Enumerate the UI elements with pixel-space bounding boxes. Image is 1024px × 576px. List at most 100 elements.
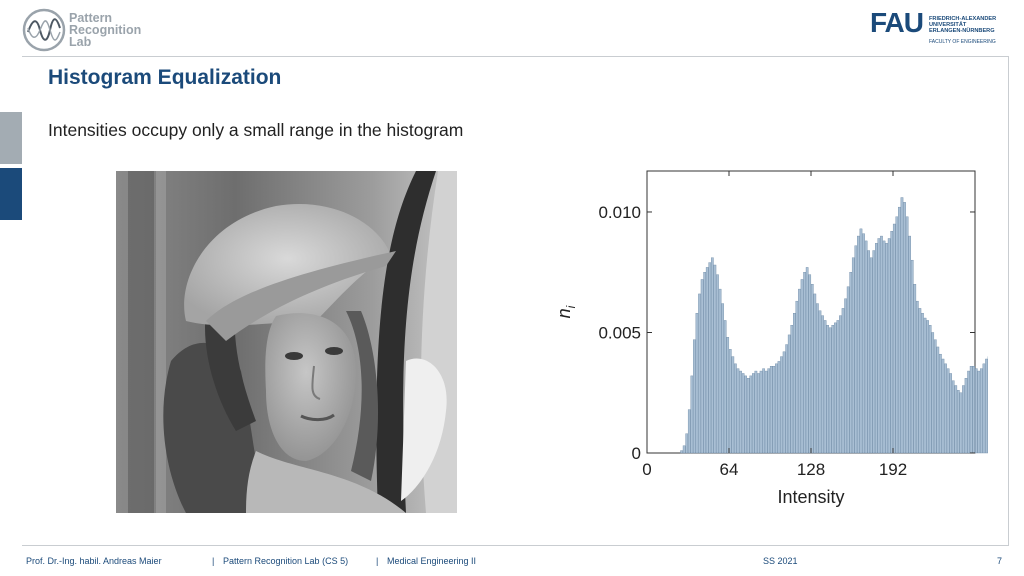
histogram-bar [726,337,730,454]
histogram-bar [985,358,988,454]
histogram-bar [885,243,888,454]
histogram-bar [908,235,911,454]
histogram-bar [875,243,878,454]
histogram-bar [849,272,853,454]
histogram-bar [703,272,706,454]
histogram-bar [793,313,796,454]
x-axis-ticks: 0 64 128 192 [642,171,907,479]
histogram-bar [851,257,855,454]
fau-line-3: ERLANGEN-NÜRNBERG [929,28,995,34]
x-tick-label: 0 [642,460,651,479]
histogram-bar [816,303,819,454]
histogram-bar [867,250,870,454]
histogram-bar [757,373,760,454]
logo-line-3: Lab [69,35,92,49]
histogram-bar [790,325,794,454]
histogram-bar [859,228,863,454]
histogram-bar [844,298,847,454]
histogram-bar [795,300,799,454]
histogram-bar [944,363,947,454]
pattern-lab-logo-icon [22,8,66,52]
histogram-bar [954,385,958,454]
histogram-bar [872,250,876,454]
histogram-bar [716,274,719,454]
histogram-bar [711,257,714,454]
histogram-bar [754,370,758,454]
histogram-bar [744,375,747,454]
y-tick-label: 0 [632,444,641,463]
histogram-bar [705,267,709,454]
histogram-bar [834,322,837,454]
histogram-bar [800,279,804,454]
histogram-bar [680,450,683,454]
histogram-bar [700,279,704,454]
histogram-bar [962,385,965,454]
histogram-bar [846,286,850,454]
histogram-bar [708,262,712,454]
histogram-bar [821,315,824,454]
histogram-bar [805,267,809,454]
fau-logo: FAU FRIEDRICH-ALEXANDER UNIVERSITÄT ERLA… [870,9,1005,46]
histogram-bar [780,356,783,454]
histogram-bar [933,339,937,454]
histogram-bar [764,370,768,454]
histogram-bar [798,288,801,454]
histogram-bar [931,332,935,454]
histogram-bar [831,325,835,454]
slide-frame-bottom [22,545,1008,546]
histogram-bar [746,378,750,454]
lena-photo [116,171,457,513]
footer-term: SS 2021 [763,556,798,566]
histogram-bar [977,370,981,454]
header-divider [22,56,1008,57]
x-tick-label: 128 [797,460,825,479]
histogram-bar [734,363,737,454]
pattern-lab-logo-text: Pattern Recognition Lab [69,12,142,49]
histogram-bar [836,320,840,454]
footer-lab: Pattern Recognition Lab (CS 5) [223,556,349,566]
histogram-bar [826,325,829,454]
histogram-bar [772,366,776,454]
histogram-bar [718,288,722,454]
intensity-histogram-chart: 0 64 128 192 0 0.005 0.010 Intensity ni [554,170,988,507]
histogram-bar [936,346,940,454]
histogram-bar [808,274,812,454]
logo-line-2: Recognition [69,23,142,37]
histogram-bar [882,240,886,454]
histogram-bar [769,366,773,454]
histogram-bar [857,235,860,454]
histogram-bar [841,308,845,454]
histogram-bar [921,313,924,454]
histogram-bar [939,353,942,454]
histogram-bar [854,245,858,454]
histogram-bar [739,370,742,454]
histogram-bar [787,334,791,454]
side-marker-grey [0,112,22,164]
fau-university-name: FRIEDRICH-ALEXANDER UNIVERSITÄT ERLANGEN… [929,16,996,34]
histogram-bar [690,375,694,454]
footer-author: Prof. Dr.-Ing. habil. Andreas Maier [26,556,162,566]
histogram-bar [693,339,696,454]
histogram-bar [731,356,735,454]
histogram-bar [698,293,701,454]
histogram-bar [967,370,970,454]
y-axis-label: ni [554,305,578,318]
histogram-bar [869,257,873,454]
fau-line-1: FRIEDRICH-ALEXANDER [929,16,997,22]
histogram-bar [767,368,771,454]
histogram-bar [974,368,978,454]
y-tick-label: 0.010 [598,203,641,222]
footer-course: Medical Engineering II [387,556,477,566]
x-tick-label: 64 [720,460,739,479]
histogram-bar [687,409,691,454]
histogram-bar [810,284,814,454]
histogram-bar [775,363,778,454]
histogram-bar [951,380,955,454]
histogram-bar [749,375,753,454]
histogram-bar [928,325,932,454]
histogram-bar [964,378,968,454]
histogram-bar [980,368,983,454]
histogram-bar [913,284,917,454]
histogram-bar [905,216,909,454]
histogram-bar [910,259,914,454]
